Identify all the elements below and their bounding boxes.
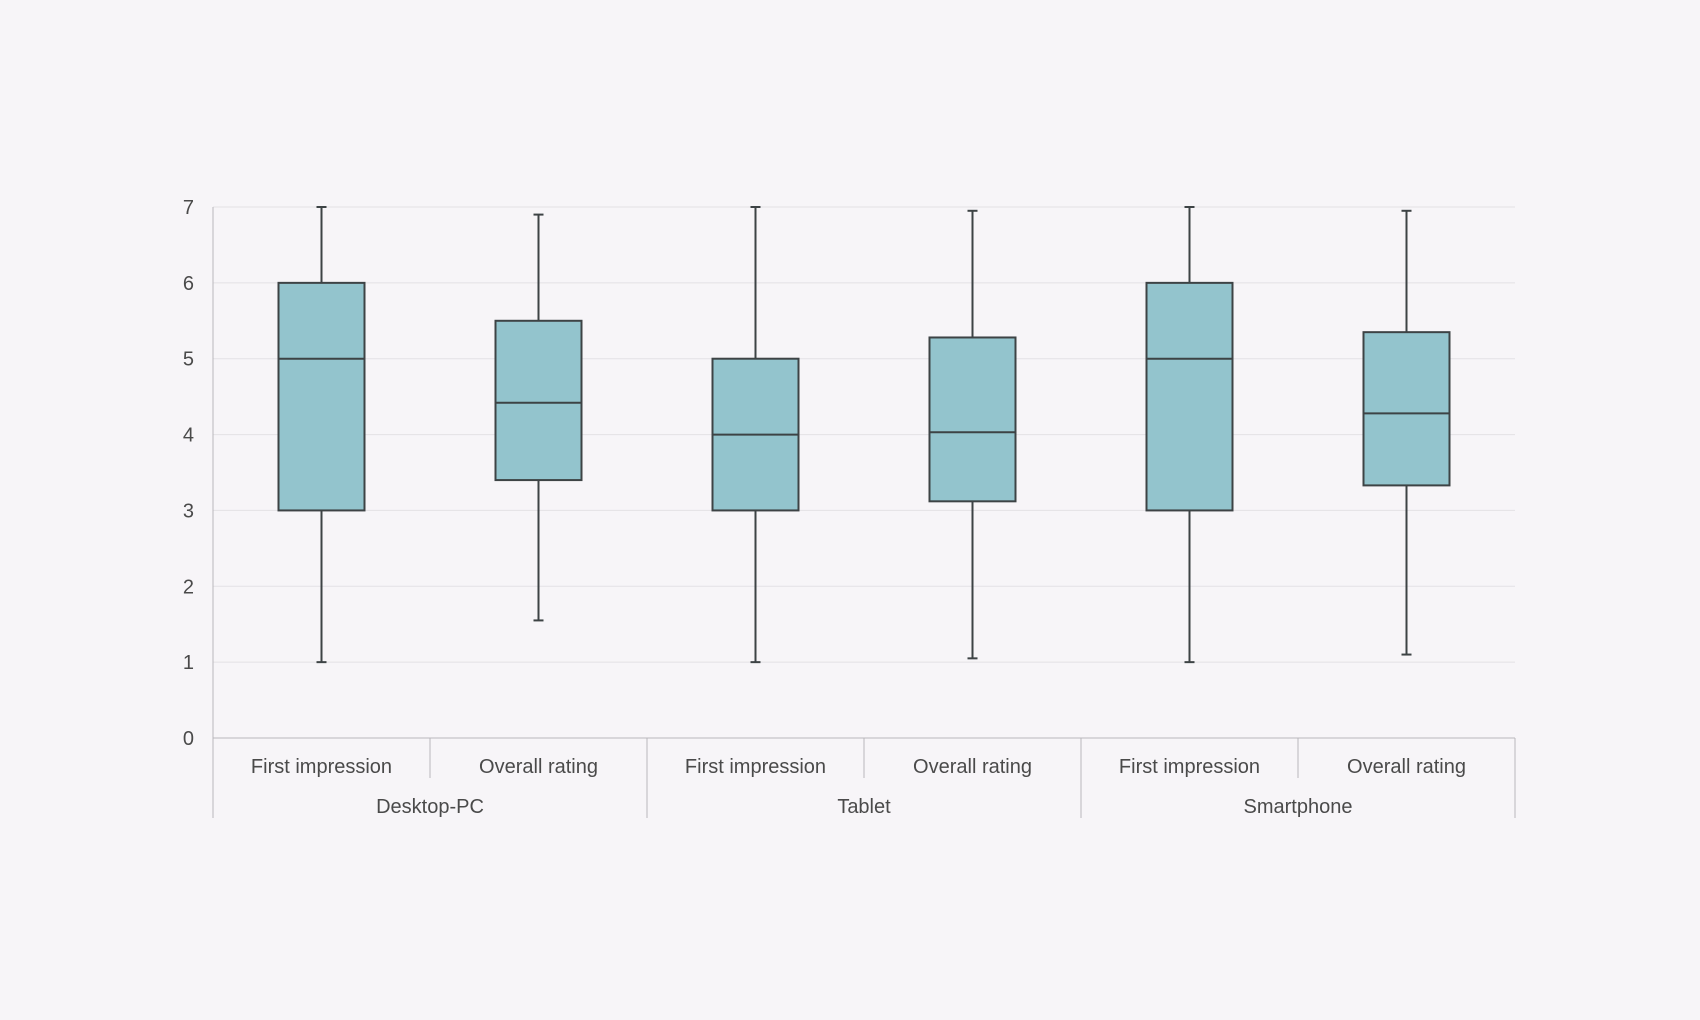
y-tick-label: 7 [183, 197, 194, 219]
category-label: First impression [685, 756, 826, 778]
y-tick-label: 3 [183, 500, 194, 522]
y-tick-label: 0 [183, 728, 194, 750]
box-iqr [1145, 281, 1234, 512]
box-iqr [494, 319, 583, 482]
box-iqr [1362, 331, 1451, 487]
box-iqr [928, 336, 1017, 503]
group-label: Tablet [837, 796, 891, 818]
group-label: Smartphone [1244, 796, 1353, 818]
category-label: First impression [1119, 756, 1260, 778]
box-iqr [277, 281, 366, 512]
group-label: Desktop-PC [376, 796, 484, 818]
y-tick-label: 5 [183, 349, 194, 371]
category-label: Overall rating [913, 756, 1032, 778]
category-label: Overall rating [479, 756, 598, 778]
y-tick-label: 6 [183, 273, 194, 295]
category-label: Overall rating [1347, 756, 1466, 778]
category-label: First impression [251, 756, 392, 778]
y-tick-label: 4 [183, 425, 194, 447]
y-tick-label: 1 [183, 652, 194, 674]
y-tick-label: 2 [183, 576, 194, 598]
